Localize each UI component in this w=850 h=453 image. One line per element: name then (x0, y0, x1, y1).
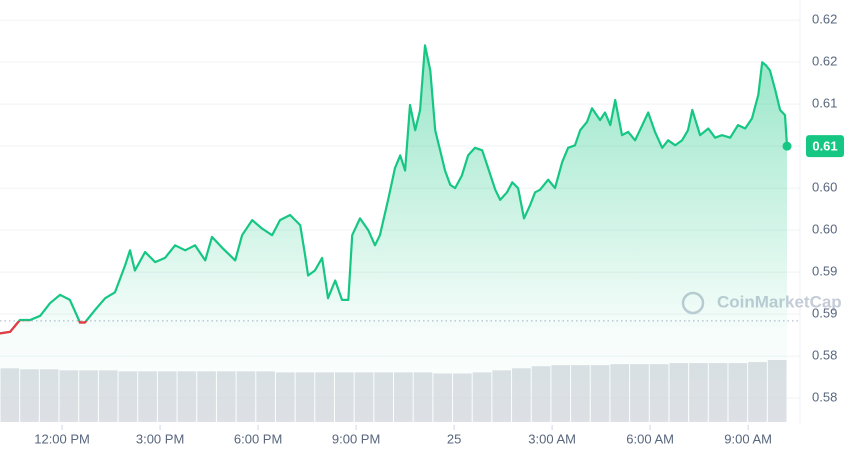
y-tick-label: 0.61 (812, 96, 837, 111)
last-value-label: 0.61 (812, 139, 837, 154)
price-area (0, 45, 787, 426)
x-tick-label: 6:00 PM (234, 431, 282, 446)
last-value-badge (806, 135, 844, 158)
y-tick-label: 0.59 (812, 264, 837, 279)
y-tick-label: 0.62 (812, 12, 837, 27)
x-tick-label: 12:00 PM (34, 431, 90, 446)
y-tick-label: 0.60 (812, 222, 837, 237)
x-tick-label: 25 (447, 431, 461, 446)
y-tick-label: 0.62 (812, 54, 837, 69)
x-tick-label: 6:00 AM (626, 431, 674, 446)
y-tick-label: 0.60 (812, 180, 837, 195)
x-tick-label: 9:00 AM (724, 431, 772, 446)
last-point (782, 141, 792, 151)
price-line (0, 44, 789, 335)
x-tick-label: 3:00 AM (528, 431, 576, 446)
x-tick-label: 3:00 PM (136, 431, 184, 446)
y-tick-label: 0.58 (812, 390, 837, 405)
y-tick-label: 0.59 (812, 306, 837, 321)
y-tick-label: 0.58 (812, 348, 837, 363)
labels: 0.62 0.62 0.61 0.61 0.60 0.60 0.59 0.59 0.58 0.58… (34, 12, 844, 446)
x-tick-label: 9:00 PM (332, 431, 380, 446)
plot: CoinMarketCap (0, 44, 842, 426)
